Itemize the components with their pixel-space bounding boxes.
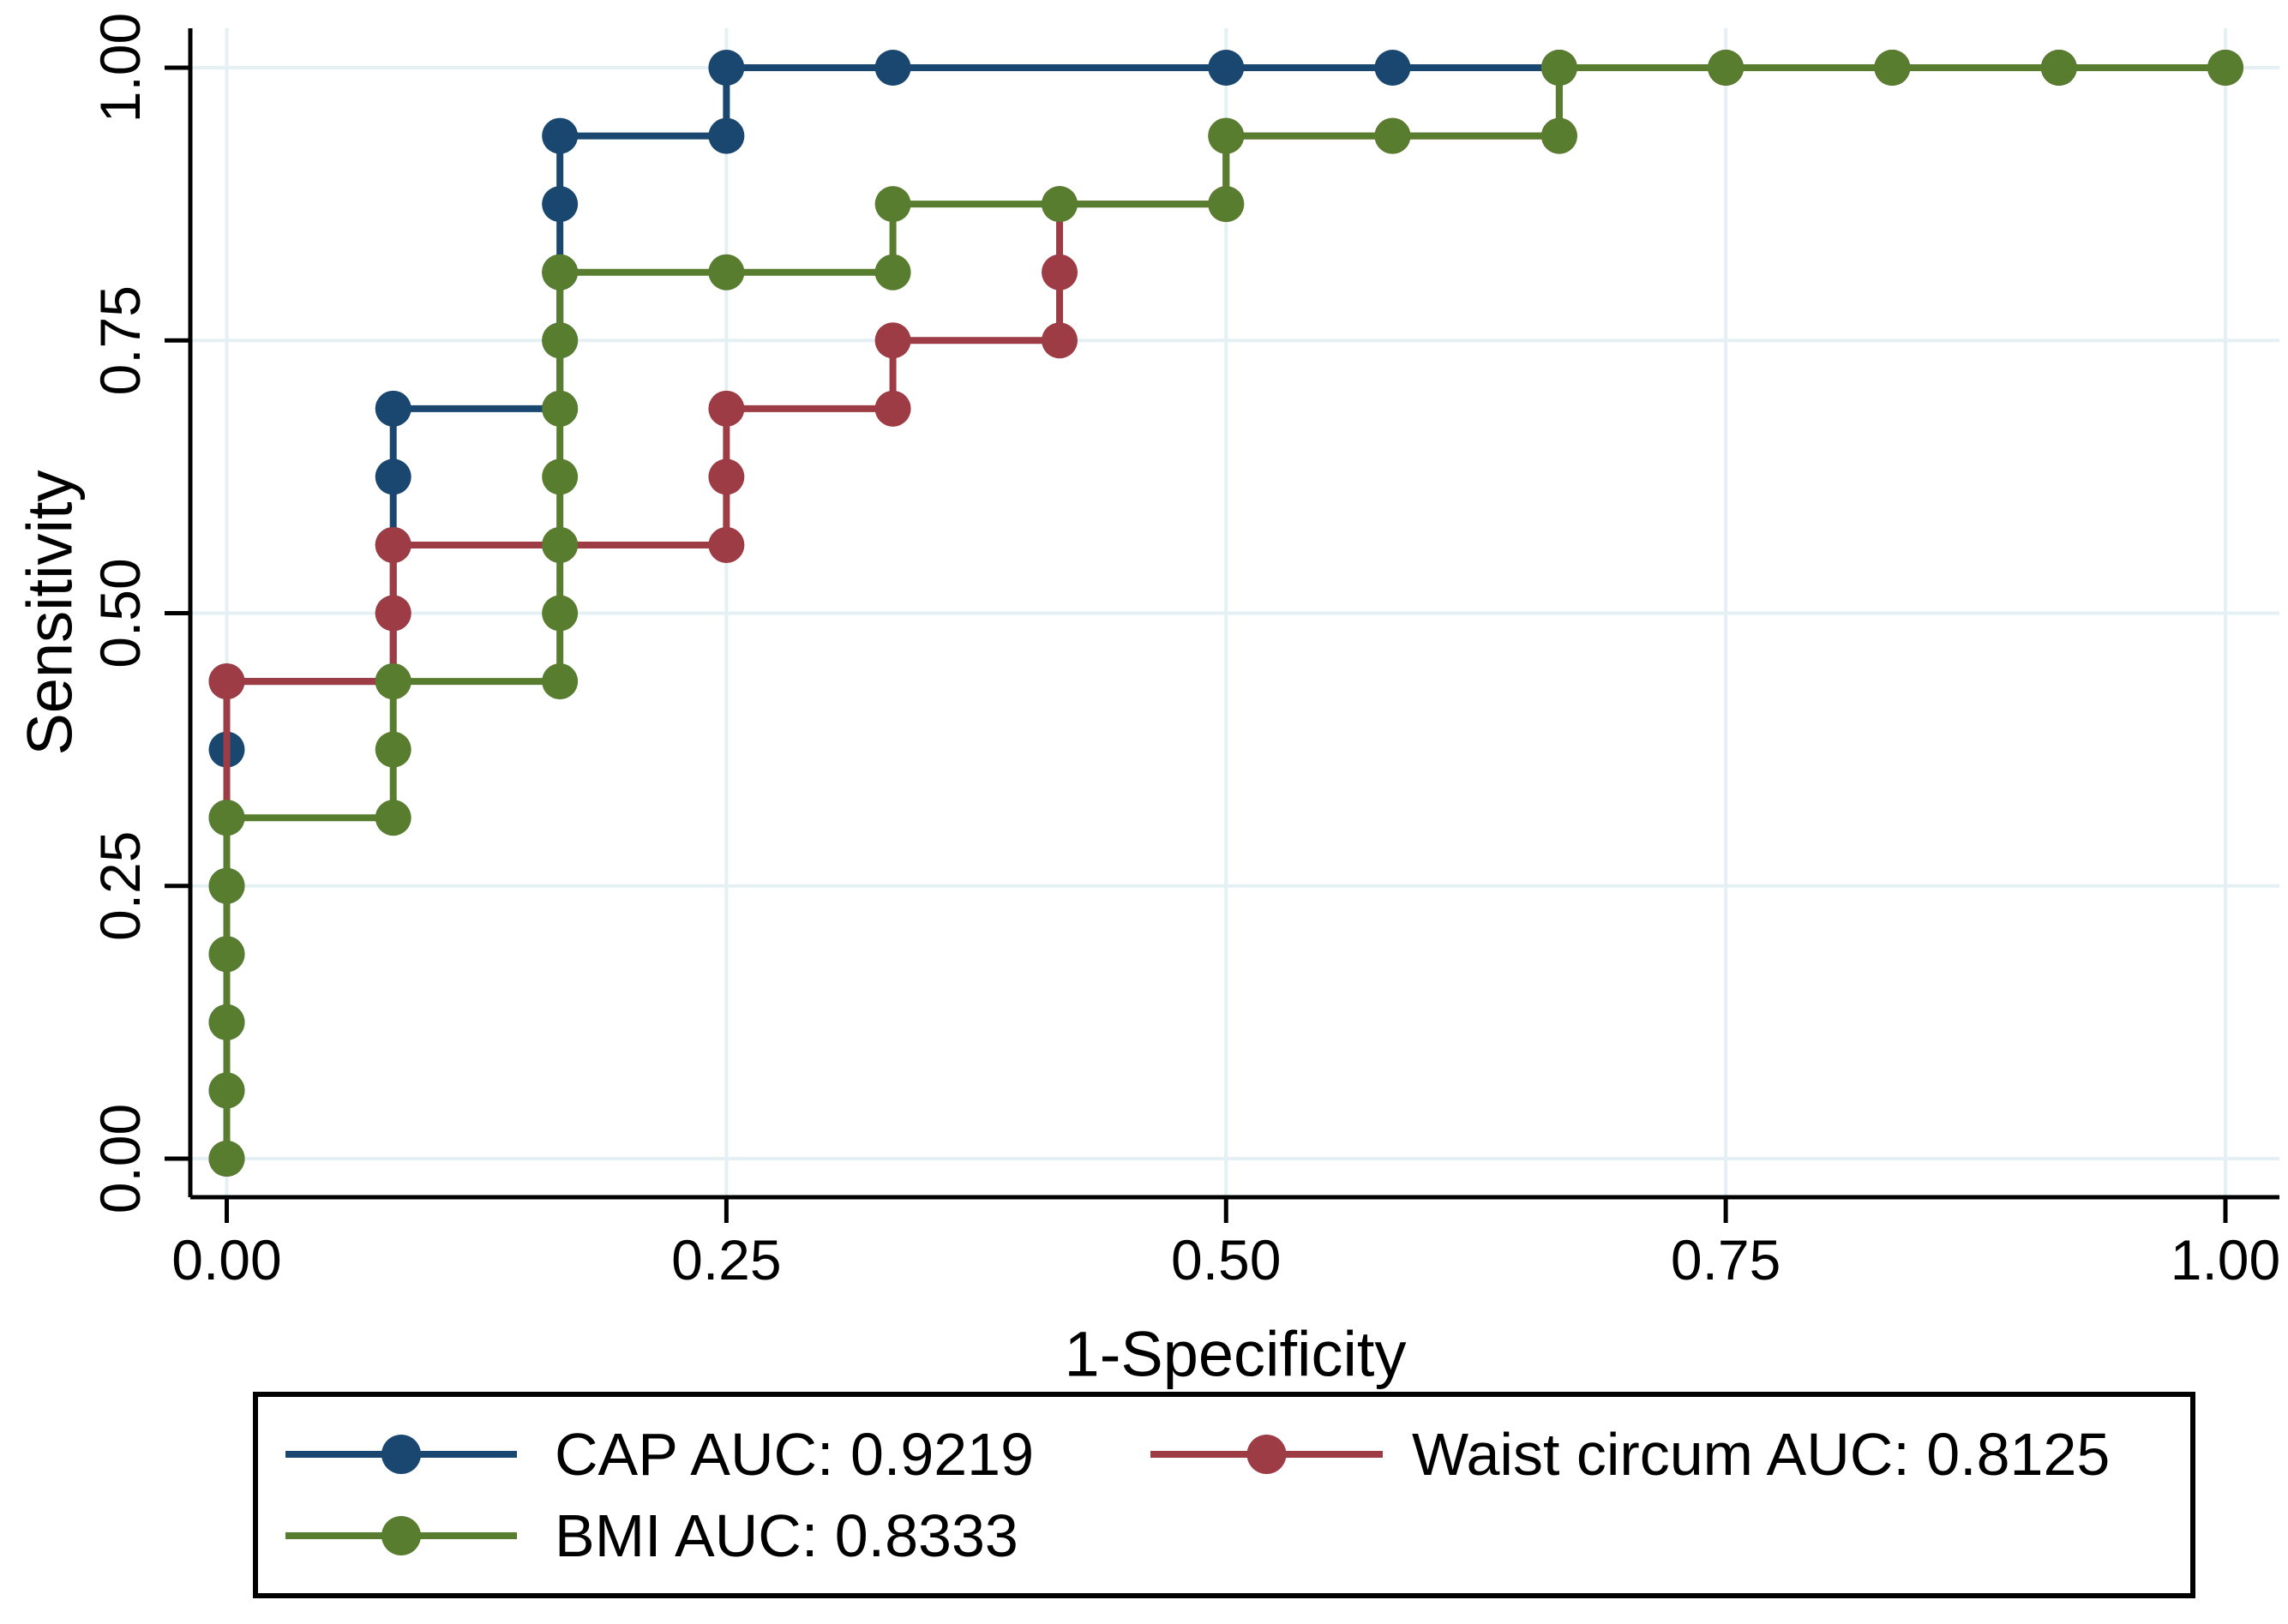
x-axis-title: 1-Specificity [1065, 1319, 1407, 1390]
series-marker [1042, 322, 1078, 359]
series-marker [542, 663, 579, 700]
series-marker [874, 254, 911, 291]
series-marker [375, 595, 411, 632]
series-marker [2207, 50, 2243, 86]
series-marker [708, 117, 745, 154]
series-marker [542, 322, 579, 359]
legend-box [253, 1392, 2195, 1598]
series-marker [375, 731, 411, 768]
series-marker [1374, 117, 1411, 154]
series-marker [708, 458, 745, 495]
x-tick-label: 1.00 [2171, 1228, 2280, 1291]
y-tick-label: 0.25 [88, 831, 152, 941]
series-marker [708, 526, 745, 563]
legend-entry-label: CAP AUC: 0.9219 [555, 1421, 1034, 1488]
y-tick-label: 0.75 [88, 285, 152, 395]
y-tick-label: 0.50 [88, 558, 152, 668]
legend-entry-marker [1246, 1435, 1287, 1474]
series-marker [542, 458, 579, 495]
legend-entry-marker [381, 1435, 421, 1474]
series-marker [208, 1072, 245, 1109]
series-marker [208, 663, 245, 700]
series-marker [375, 526, 411, 563]
series-marker [542, 390, 579, 427]
y-tick-label: 0.00 [88, 1104, 152, 1214]
series-marker [1540, 50, 1577, 86]
series-marker [1374, 50, 1411, 86]
series-marker [708, 390, 745, 427]
series-marker [1208, 186, 1245, 223]
legend-entry-marker [381, 1516, 421, 1555]
x-tick-label: 0.25 [671, 1228, 781, 1291]
y-axis-title: Sensitivity [15, 470, 86, 755]
series-marker [542, 186, 579, 223]
series-marker [375, 800, 411, 836]
series-marker [1708, 50, 1745, 86]
series-marker [1208, 117, 1245, 154]
series-marker [542, 526, 579, 563]
x-tick-label: 0.00 [171, 1228, 281, 1291]
series-marker [708, 254, 745, 291]
series-marker [1874, 50, 1911, 86]
series-marker [208, 1004, 245, 1040]
series-marker [1042, 254, 1078, 291]
series-marker [542, 254, 579, 291]
series-marker [375, 663, 411, 700]
legend-entry-label: Waist circum AUC: 0.8125 [1412, 1421, 2110, 1488]
series-marker [208, 800, 245, 836]
series-marker [208, 1141, 245, 1177]
series-marker [375, 390, 411, 427]
series-marker [2040, 50, 2077, 86]
series-marker [208, 936, 245, 973]
series-marker [708, 50, 745, 86]
series-marker [1540, 117, 1577, 154]
legend-entry: BMI AUC: 0.8333 [285, 1502, 1018, 1569]
series-marker [874, 322, 911, 359]
series-marker [375, 458, 411, 495]
series-marker [542, 117, 579, 154]
legend-entry: Waist circum AUC: 0.8125 [1150, 1421, 2110, 1488]
series-marker [1042, 186, 1078, 223]
series-marker [874, 186, 911, 223]
series-2 [208, 50, 2243, 1177]
x-tick-label: 0.75 [1671, 1228, 1781, 1291]
series-marker [874, 50, 911, 86]
y-tick-label: 1.00 [88, 13, 152, 123]
series-marker [874, 390, 911, 427]
series-marker [1208, 50, 1245, 86]
series-marker [208, 867, 245, 904]
legend-entry: CAP AUC: 0.9219 [285, 1421, 1034, 1488]
series-marker [542, 595, 579, 632]
legend-entry-label: BMI AUC: 0.8333 [555, 1502, 1018, 1569]
x-tick-label: 0.50 [1171, 1228, 1281, 1291]
axes: 0.00 0.25 0.50 0.75 1.00 0.00 0.25 0.50 0.75 1.00… [15, 13, 2281, 1390]
legend: CAP AUC: 0.9219 Waist circum AUC: 0.8125 B… [253, 1392, 2195, 1598]
